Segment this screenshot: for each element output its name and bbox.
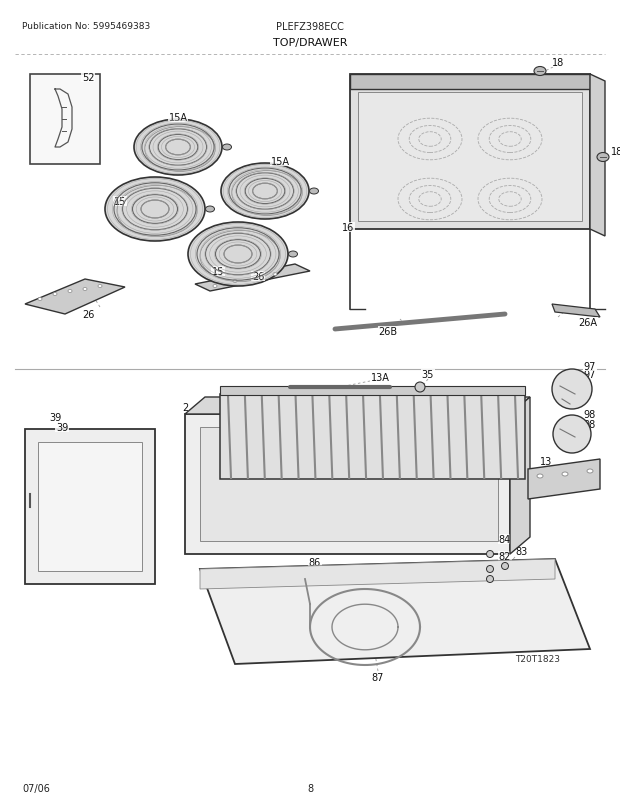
- Polygon shape: [185, 398, 530, 415]
- Ellipse shape: [309, 188, 319, 195]
- Polygon shape: [552, 305, 600, 318]
- Text: 1: 1: [517, 443, 523, 452]
- Ellipse shape: [53, 294, 57, 296]
- Ellipse shape: [534, 67, 546, 76]
- Ellipse shape: [221, 164, 309, 220]
- Polygon shape: [25, 429, 155, 585]
- Text: 15A: 15A: [270, 157, 290, 167]
- Polygon shape: [200, 559, 555, 589]
- Text: T20T1823: T20T1823: [515, 654, 560, 664]
- Ellipse shape: [205, 207, 215, 213]
- Text: 4: 4: [59, 475, 65, 484]
- Polygon shape: [220, 387, 525, 395]
- Ellipse shape: [98, 286, 102, 288]
- Polygon shape: [200, 427, 498, 541]
- Polygon shape: [220, 395, 525, 480]
- Text: 18: 18: [611, 147, 620, 157]
- Ellipse shape: [288, 252, 298, 257]
- Ellipse shape: [253, 276, 257, 279]
- Text: 87: 87: [372, 672, 384, 683]
- Text: 39: 39: [49, 412, 61, 423]
- Ellipse shape: [597, 153, 609, 162]
- Text: 98: 98: [584, 419, 596, 429]
- Text: 13A: 13A: [371, 373, 389, 383]
- Ellipse shape: [233, 280, 237, 283]
- Polygon shape: [25, 280, 125, 314]
- Text: 26: 26: [252, 272, 264, 282]
- Text: 82: 82: [499, 551, 511, 561]
- Ellipse shape: [502, 563, 508, 569]
- Text: 8: 8: [307, 783, 313, 793]
- Ellipse shape: [213, 286, 217, 288]
- Ellipse shape: [83, 288, 87, 291]
- Text: 18: 18: [552, 58, 564, 68]
- Text: 16: 16: [342, 223, 354, 233]
- Text: 4: 4: [52, 460, 58, 469]
- Ellipse shape: [273, 273, 277, 276]
- Text: 52: 52: [82, 73, 94, 83]
- Ellipse shape: [587, 469, 593, 473]
- Text: TOP/DRAWER: TOP/DRAWER: [273, 38, 347, 48]
- Polygon shape: [195, 265, 310, 292]
- Ellipse shape: [553, 415, 591, 453]
- Text: 15: 15: [114, 196, 126, 207]
- Text: 2: 2: [182, 403, 188, 412]
- Ellipse shape: [68, 290, 72, 294]
- Ellipse shape: [134, 119, 222, 176]
- Text: 26A: 26A: [578, 318, 598, 327]
- Text: 15: 15: [212, 267, 224, 277]
- Text: 97: 97: [584, 370, 596, 379]
- Text: 26: 26: [82, 310, 94, 320]
- Ellipse shape: [223, 145, 231, 151]
- Ellipse shape: [562, 472, 568, 476]
- Text: 15A: 15A: [169, 113, 187, 123]
- Polygon shape: [350, 75, 590, 90]
- Text: 35: 35: [422, 370, 434, 379]
- Text: 81: 81: [499, 562, 511, 573]
- Ellipse shape: [487, 565, 494, 573]
- Text: 07/06: 07/06: [22, 783, 50, 793]
- Polygon shape: [510, 398, 530, 554]
- Text: eReplacementParts.com: eReplacementParts.com: [234, 473, 386, 486]
- Text: 39: 39: [56, 423, 68, 432]
- Polygon shape: [200, 559, 590, 664]
- Polygon shape: [38, 443, 142, 571]
- Text: 86: 86: [309, 557, 321, 567]
- Ellipse shape: [415, 383, 425, 392]
- Polygon shape: [185, 415, 510, 554]
- Text: 84: 84: [499, 534, 511, 545]
- Ellipse shape: [537, 475, 543, 479]
- Polygon shape: [590, 75, 605, 237]
- Text: 83: 83: [516, 546, 528, 557]
- Polygon shape: [358, 93, 582, 221]
- Ellipse shape: [38, 298, 42, 301]
- Text: PLEFZ398ECC: PLEFZ398ECC: [276, 22, 344, 32]
- Polygon shape: [528, 460, 600, 500]
- Ellipse shape: [188, 223, 288, 286]
- Text: 13: 13: [540, 456, 552, 467]
- Ellipse shape: [105, 178, 205, 241]
- Text: 98: 98: [584, 410, 596, 419]
- Text: Publication No: 5995469383: Publication No: 5995469383: [22, 22, 150, 31]
- Ellipse shape: [487, 576, 494, 583]
- Ellipse shape: [552, 370, 592, 410]
- Ellipse shape: [487, 551, 494, 558]
- Polygon shape: [350, 75, 590, 229]
- Text: 26B: 26B: [378, 326, 397, 337]
- Text: 97: 97: [584, 362, 596, 371]
- Polygon shape: [30, 75, 100, 164]
